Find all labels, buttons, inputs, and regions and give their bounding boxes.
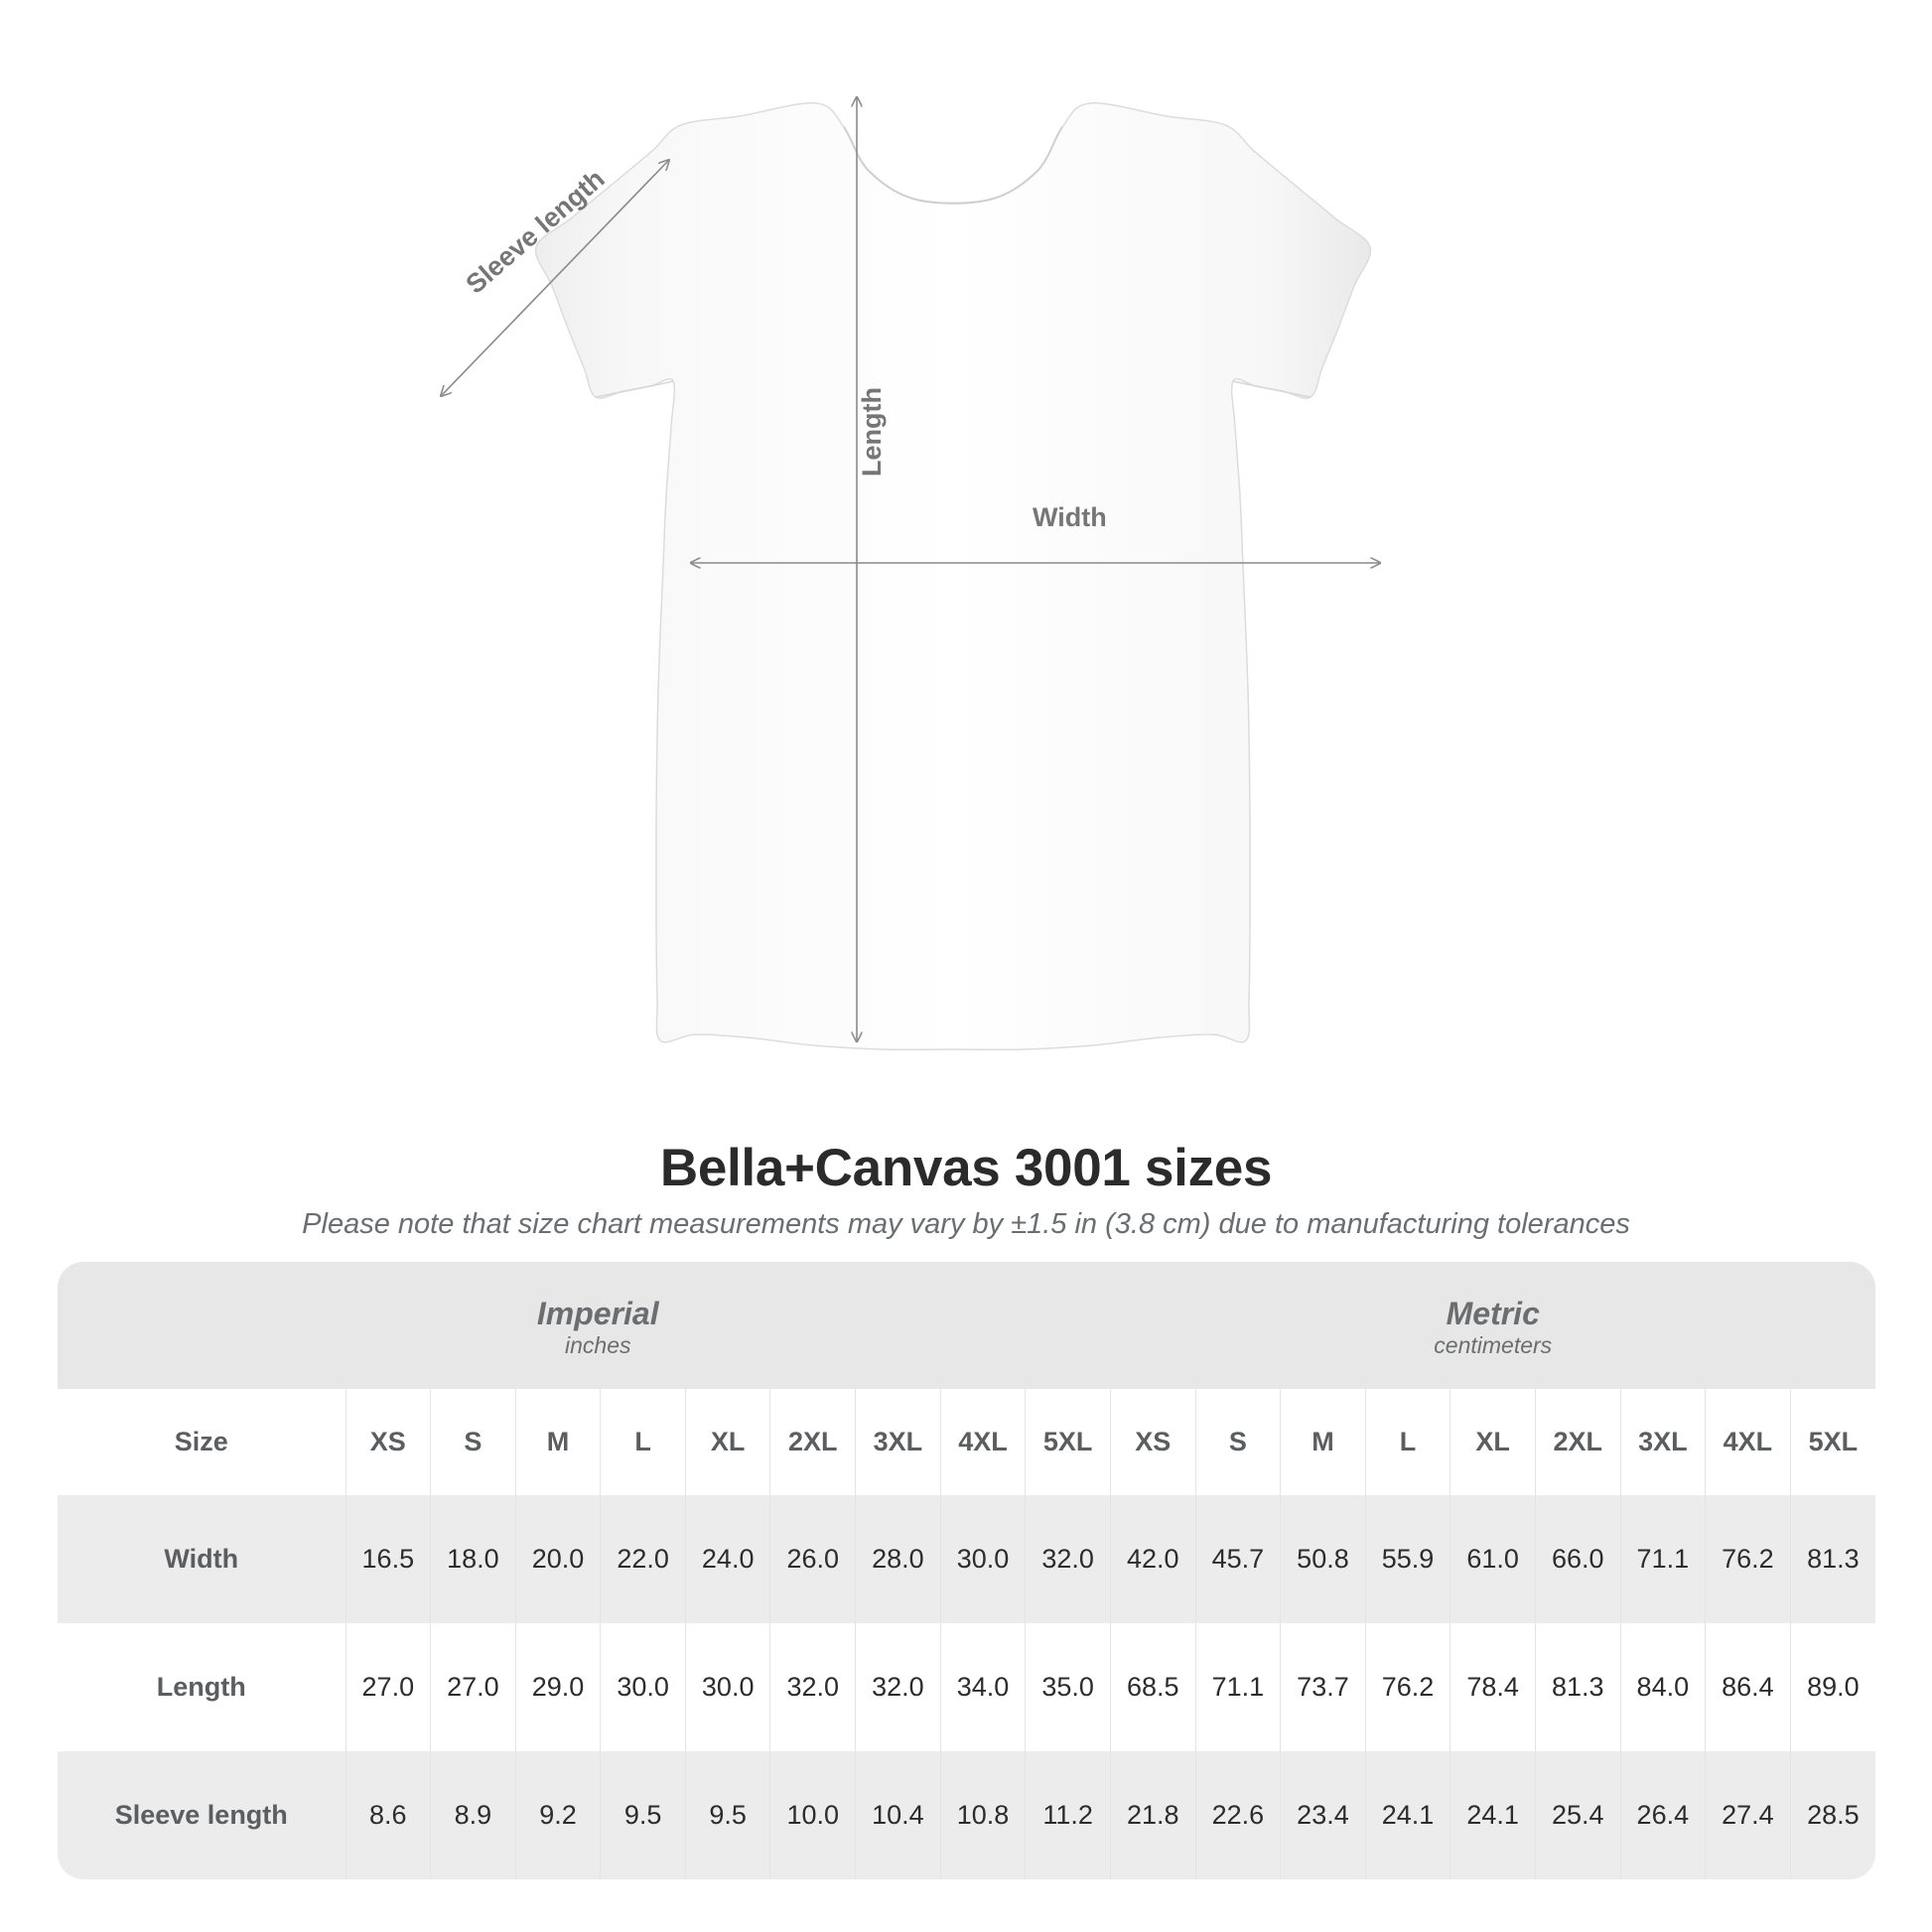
svg-text:Width: Width [1033,502,1107,532]
svg-text:Length: Length [857,387,887,477]
